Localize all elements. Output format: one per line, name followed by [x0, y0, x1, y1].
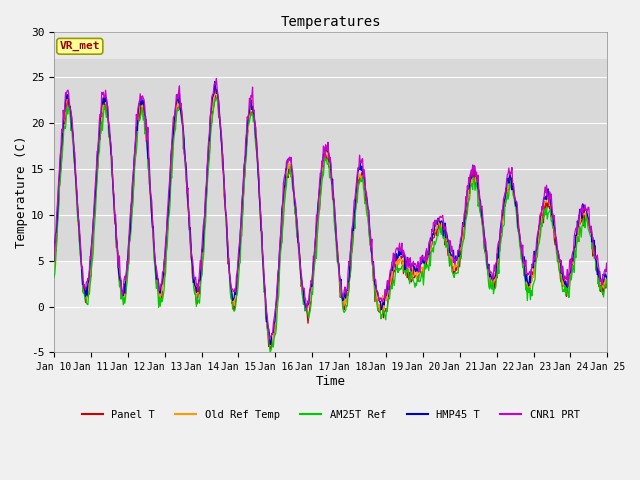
Bar: [54, 59, 607, 261]
Y-axis label: Temperature (C): Temperature (C): [15, 136, 28, 248]
Text: VR_met: VR_met: [60, 41, 100, 51]
Title: Temperatures: Temperatures: [280, 15, 381, 29]
Legend: Panel T, Old Ref Temp, AM25T Ref, HMP45 T, CNR1 PRT: Panel T, Old Ref Temp, AM25T Ref, HMP45 …: [77, 406, 584, 424]
X-axis label: Time: Time: [316, 375, 346, 388]
